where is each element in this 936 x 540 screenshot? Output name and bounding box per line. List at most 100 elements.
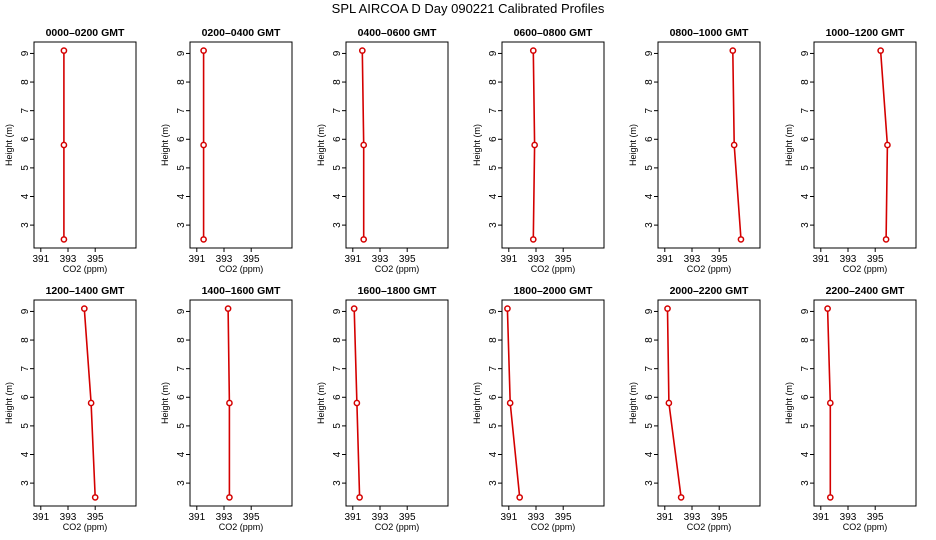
plot-frame [33,41,137,249]
x-tick-label: 395 [87,254,104,265]
y-axis-label: Height (m) [160,124,170,166]
y-tick-label: 5 [176,423,187,429]
data-point [353,399,361,407]
x-tick-label: 393 [60,254,77,265]
x-tick-label: 391 [32,254,49,265]
y-tick-label: 8 [332,337,343,343]
y-tick-label: 7 [332,365,343,371]
panel-title: 0800–1000 GMT [670,27,749,39]
y-tick-label: 8 [176,337,187,343]
data-point [80,305,88,312]
y-tick-label: 9 [644,308,655,314]
y-tick-label: 8 [800,337,811,343]
y-tick-label: 6 [176,136,187,142]
y-tick-label: 6 [800,394,811,400]
y-tick-label: 9 [20,308,31,314]
data-point [200,141,207,149]
y-tick-label: 7 [332,107,343,113]
y-tick-label: 6 [488,136,499,142]
data-point [824,305,831,312]
x-axis-label: CO2 (ppm) [63,522,108,532]
x-tick-label: 395 [243,512,260,523]
data-point [506,399,514,407]
y-tick-label: 8 [644,337,655,343]
y-tick-label: 4 [20,193,31,199]
y-tick-label: 9 [488,50,499,56]
data-point [529,47,537,54]
data-point [360,141,368,149]
y-tick-label: 6 [800,136,811,142]
y-tick-label: 9 [20,50,31,56]
x-tick-label: 393 [528,254,545,265]
data-point [224,305,232,312]
y-tick-label: 3 [20,480,31,486]
x-tick-label: 393 [372,512,389,523]
x-tick-label: 395 [711,512,728,523]
panel-title: 1000–1200 GMT [826,27,905,39]
x-tick-label: 395 [87,512,104,523]
data-point [729,47,737,54]
data-point [826,399,834,407]
data-point [882,236,890,243]
y-tick-label: 6 [20,136,31,142]
y-tick-label: 6 [644,136,655,142]
x-tick-label: 391 [188,254,205,265]
x-tick-label: 395 [399,254,416,265]
plot-frame [33,299,137,507]
y-tick-label: 9 [176,308,187,314]
x-axis-label: CO2 (ppm) [219,522,264,532]
y-tick-label: 3 [176,222,187,228]
panel-title: 1600–1800 GMT [358,285,437,297]
x-tick-label: 391 [344,512,361,523]
plot-frame [189,41,293,249]
y-tick-label: 7 [488,365,499,371]
x-tick-label: 393 [60,512,77,523]
data-point [60,141,68,149]
data-point [87,399,95,407]
x-tick-label: 395 [555,254,572,265]
panel-title: 1800–2000 GMT [514,285,593,297]
panel-title: 1400–1600 GMT [202,285,281,297]
y-tick-label: 8 [20,79,31,85]
y-tick-label: 4 [488,451,499,457]
data-point [360,236,368,243]
x-tick-label: 395 [399,512,416,523]
y-tick-label: 6 [176,394,187,400]
panel-title: 0200–0400 GMT [202,27,281,39]
y-tick-label: 5 [488,423,499,429]
plot-frame [657,41,761,249]
x-tick-label: 391 [500,512,517,523]
panel-title: 0600–0800 GMT [514,27,593,39]
plot-frame [501,299,605,507]
y-tick-label: 9 [332,308,343,314]
x-tick-label: 391 [32,512,49,523]
data-point [664,305,671,312]
y-tick-label: 5 [800,423,811,429]
data-point [730,141,738,149]
x-tick-label: 393 [684,512,701,523]
data-point [60,236,68,243]
plot-frame [345,41,449,249]
x-tick-label: 393 [372,254,389,265]
data-point [677,494,685,501]
y-tick-label: 9 [332,50,343,56]
x-tick-label: 391 [656,254,673,265]
x-tick-label: 395 [867,254,884,265]
x-axis-label: CO2 (ppm) [375,522,420,532]
plot-frame [345,299,449,507]
y-tick-label: 4 [332,451,343,457]
y-tick-label: 7 [488,107,499,113]
x-tick-label: 393 [216,512,233,523]
y-tick-label: 7 [20,365,31,371]
y-tick-label: 3 [332,480,343,486]
y-tick-label: 5 [800,165,811,171]
x-axis-label: CO2 (ppm) [375,264,420,274]
x-tick-label: 395 [243,254,260,265]
